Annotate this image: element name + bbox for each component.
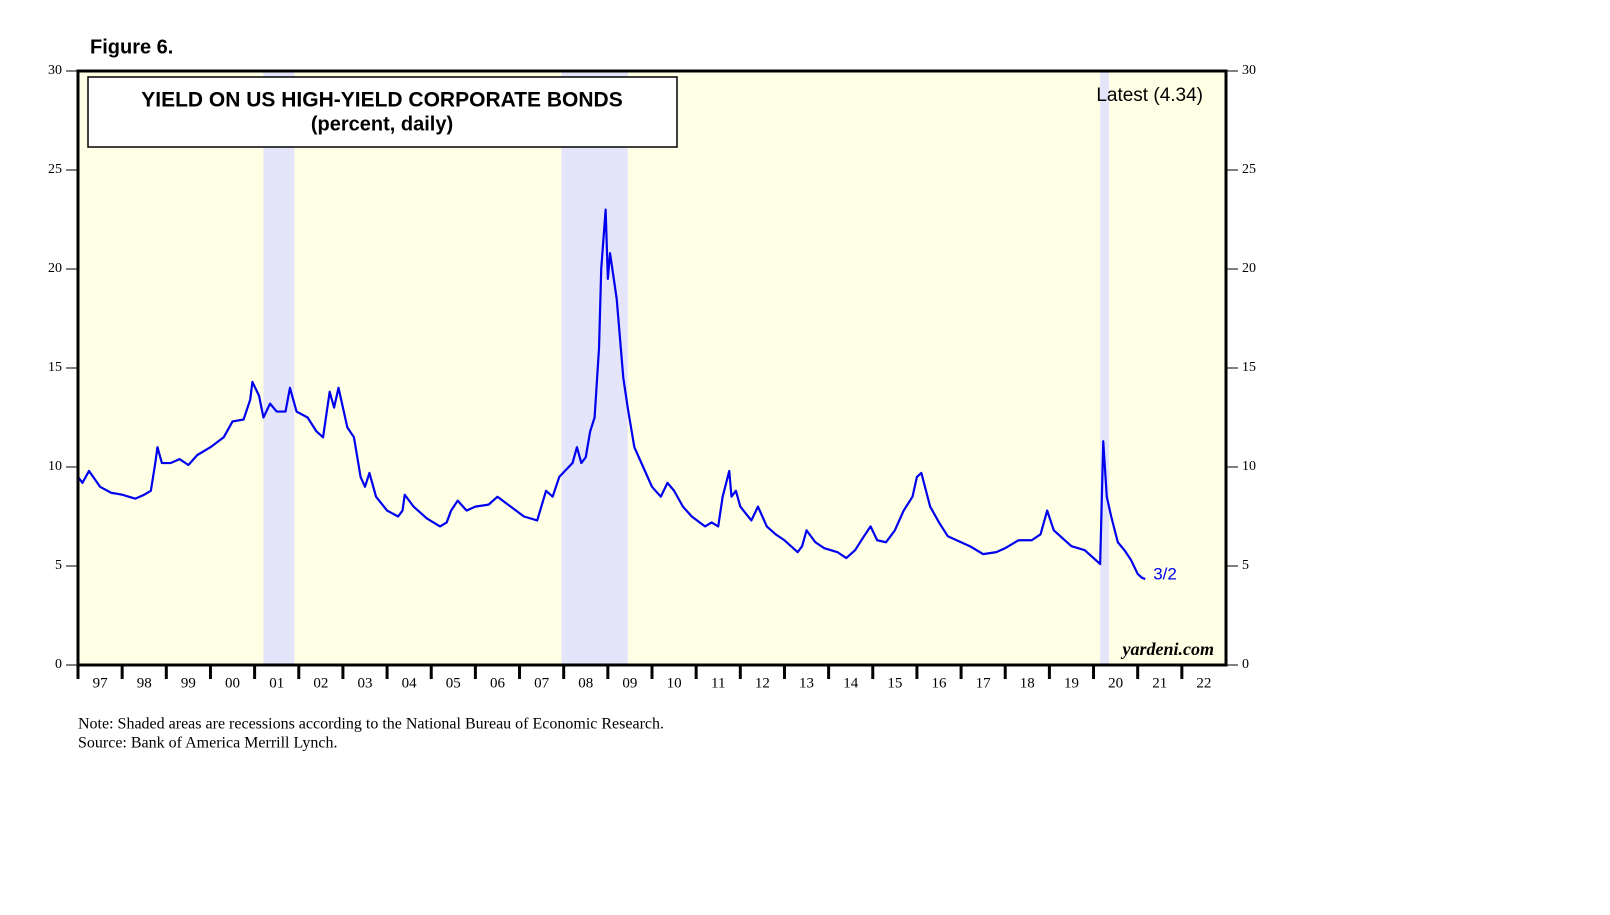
- y-tick-label: 5: [55, 558, 62, 573]
- x-tick-label: 20: [1108, 675, 1123, 691]
- x-tick-label: 08: [578, 675, 593, 691]
- x-tick-label: 14: [843, 675, 859, 691]
- y-tick-label: 20: [48, 261, 62, 276]
- x-tick-label: 13: [799, 675, 814, 691]
- x-tick-label: 17: [976, 675, 992, 691]
- x-tick-label: 16: [932, 675, 948, 691]
- y2-tick-label: 5: [1242, 558, 1249, 573]
- y-tick-label: 30: [48, 63, 62, 78]
- title-box: [87, 76, 678, 148]
- y2-tick-label: 0: [1242, 657, 1249, 672]
- y-tick-label: 25: [48, 162, 62, 177]
- x-tick-label: 19: [1064, 675, 1079, 691]
- x-tick-label: 05: [446, 675, 461, 691]
- x-tick-label: 03: [358, 675, 373, 691]
- yield-line: [77, 208, 1146, 581]
- x-tick-label: 02: [313, 675, 328, 691]
- y2-tick-label: 30: [1242, 63, 1256, 78]
- x-tick-label: 18: [1020, 675, 1035, 691]
- note: Note: Shaded areas are recessions accord…: [78, 716, 664, 733]
- latest-annotation: Latest (4.34): [1096, 85, 1203, 106]
- x-tick-label: 98: [137, 675, 152, 691]
- y-tick-label: 10: [48, 459, 62, 474]
- end-label: 3/2: [1153, 565, 1177, 584]
- y-tick-label: 0: [55, 657, 62, 672]
- plot-area: 3/2: [76, 69, 1228, 667]
- recession-band: [1100, 71, 1109, 665]
- x-tick-label: 99: [181, 675, 196, 691]
- x-tick-label: 21: [1152, 675, 1167, 691]
- y2-tick-label: 10: [1242, 459, 1256, 474]
- x-tick-label: 11: [711, 675, 725, 691]
- x-tick-label: 04: [402, 675, 418, 691]
- x-tick-label: 22: [1196, 675, 1211, 691]
- x-tick-label: 00: [225, 675, 240, 691]
- x-tick-label: 01: [269, 675, 284, 691]
- source: Source: Bank of America Merrill Lynch.: [78, 735, 337, 752]
- y2-tick-label: 20: [1242, 261, 1256, 276]
- x-tick-label: 09: [622, 675, 637, 691]
- y2-tick-label: 25: [1242, 162, 1256, 177]
- chart-title: YIELD ON US HIGH-YIELD CORPORATE BONDS: [141, 89, 622, 112]
- figure-label: Figure 6.: [90, 36, 173, 58]
- y-tick-label: 15: [48, 360, 62, 375]
- y2-tick-label: 15: [1242, 360, 1256, 375]
- x-tick-label: 06: [490, 675, 506, 691]
- x-tick-label: 07: [534, 675, 550, 691]
- x-tick-label: 12: [755, 675, 770, 691]
- recession-band: [561, 71, 628, 665]
- recession-band: [263, 71, 295, 665]
- x-tick-label: 15: [887, 675, 902, 691]
- plot-background: [78, 71, 1226, 665]
- chart-subtitle: (percent, daily): [311, 113, 453, 135]
- x-tick-label: 10: [667, 675, 682, 691]
- watermark: yardeni.com: [1121, 639, 1215, 659]
- x-tick-label: 97: [93, 675, 109, 691]
